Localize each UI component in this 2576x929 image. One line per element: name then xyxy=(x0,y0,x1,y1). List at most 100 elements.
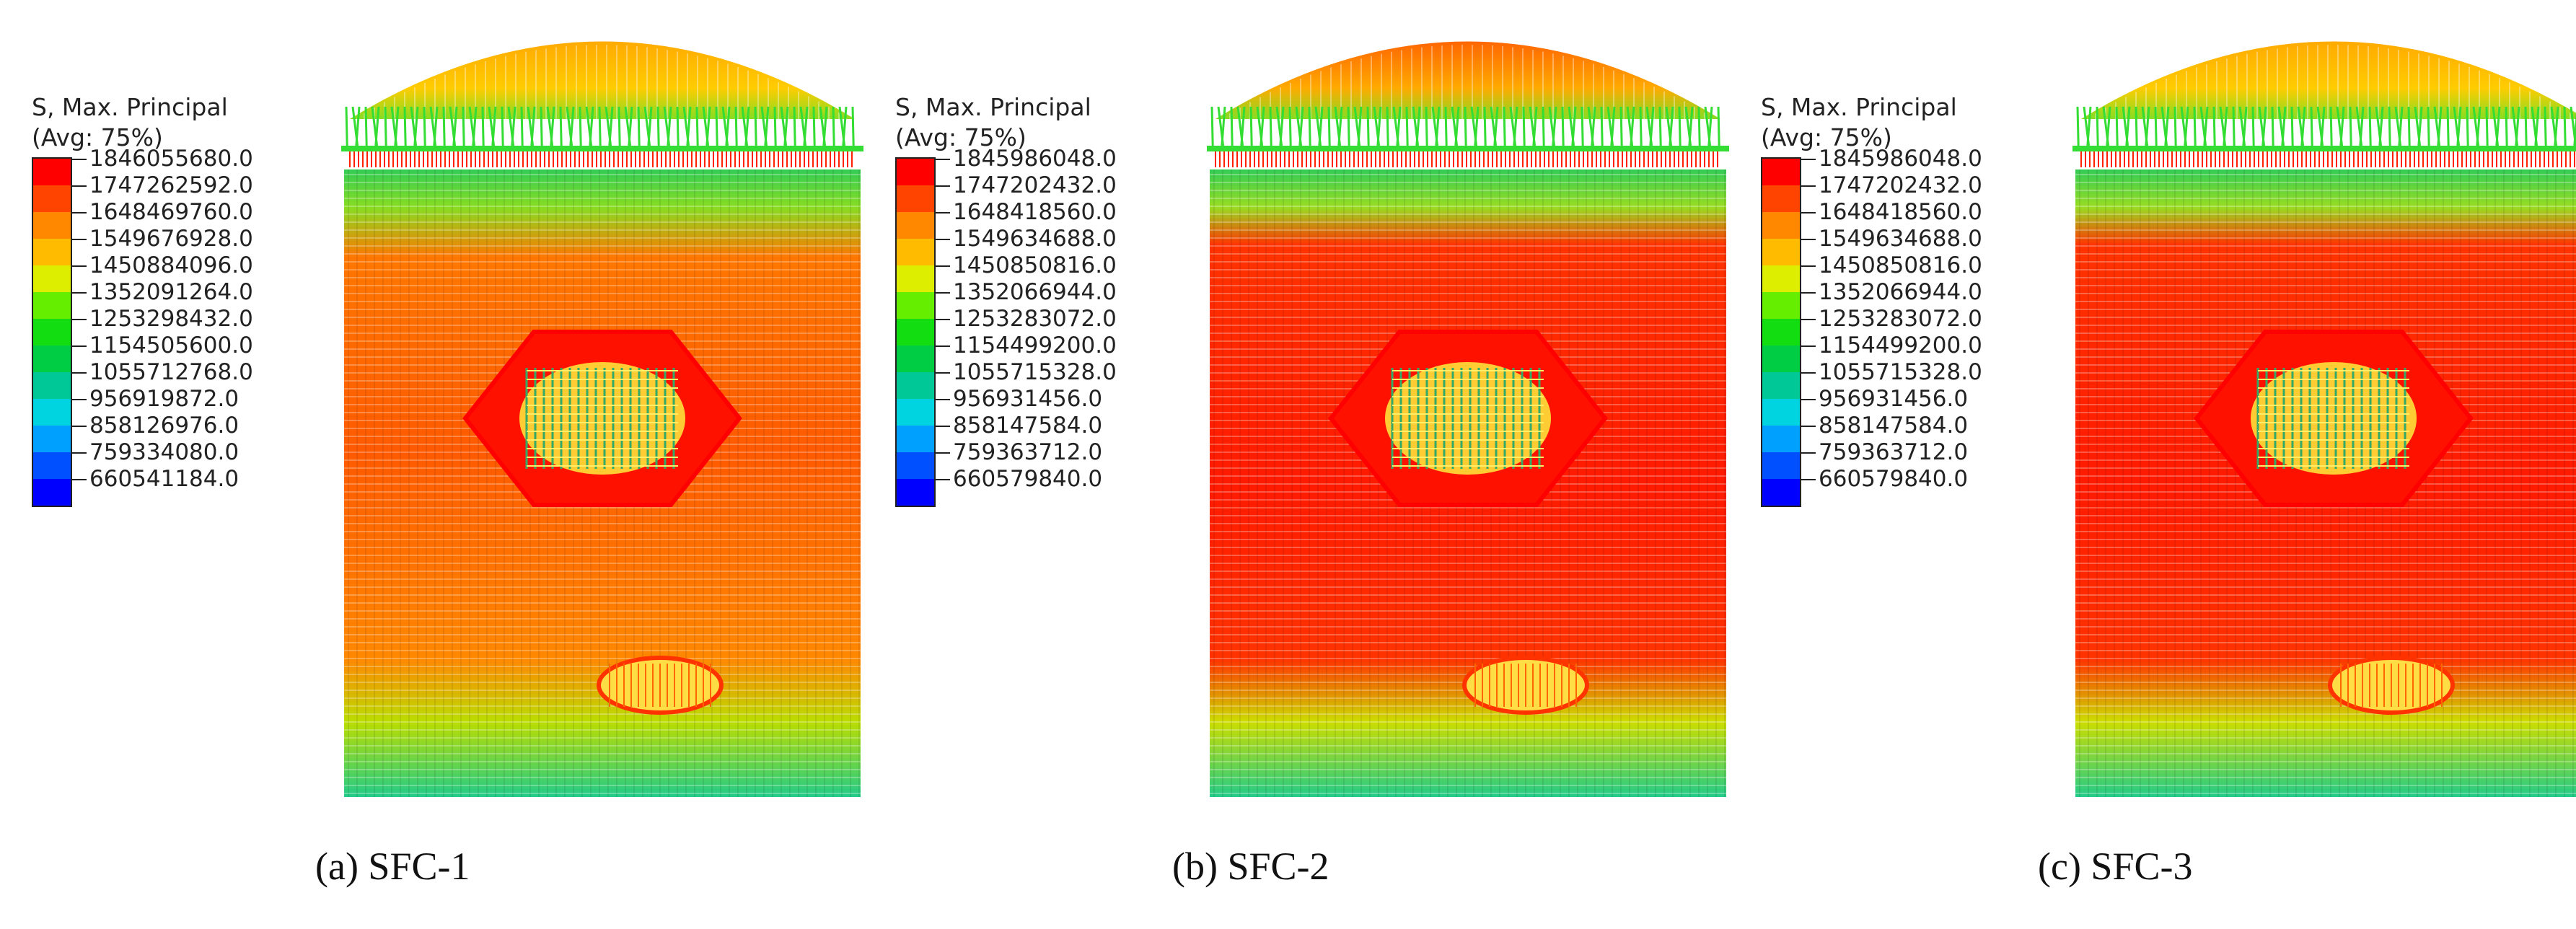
legend-tick-label: 858147584.0 xyxy=(1819,413,1969,439)
legend-tick xyxy=(1800,345,1816,347)
legend-tick-label: 1549676928.0 xyxy=(89,226,253,252)
legend-swatch xyxy=(1762,372,1800,399)
legend-tick xyxy=(71,426,87,427)
legend-tick-label: 1648469760.0 xyxy=(89,199,253,225)
legend-swatch xyxy=(1762,345,1800,372)
legend-tick xyxy=(934,185,950,187)
legend-title: S, Max. Principal (Avg: 75%) xyxy=(1761,93,1957,151)
legend-tick xyxy=(1800,426,1816,427)
legend-swatch xyxy=(897,345,934,372)
legend-color-bar xyxy=(1761,157,1801,507)
legend-scale: 1845986048.0 1747202432.0 1648418560.0 1549… xyxy=(895,146,1117,507)
legend-tick-label: 1253283072.0 xyxy=(953,306,1117,332)
hoop-rebar xyxy=(344,174,861,794)
legend-tick xyxy=(71,292,87,294)
lower-opening-grid xyxy=(1474,664,1577,707)
legend-swatch xyxy=(897,319,934,345)
opening-grid xyxy=(525,368,678,469)
legend-swatch xyxy=(1762,239,1800,265)
legend-title: S, Max. Principal (Avg: 75%) xyxy=(895,93,1091,151)
legend-tick-label: 1352066944.0 xyxy=(953,279,1117,305)
legend-title: S, Max. Principal (Avg: 75%) xyxy=(32,93,228,151)
legend-swatch xyxy=(33,185,71,212)
legend-swatch xyxy=(33,292,71,319)
legend-swatch xyxy=(33,479,71,506)
dome-cap xyxy=(350,41,855,119)
legend-tick-label: 1747262592.0 xyxy=(89,172,253,198)
legend-swatch xyxy=(1762,319,1800,345)
legend-tick-label: 1648418560.0 xyxy=(1819,199,1982,225)
panel-sfc-1: S, Max. Principal (Avg: 75%) 1846055680.… xyxy=(0,0,863,929)
legend-tick-label: 858147584.0 xyxy=(953,413,1103,439)
stress-contour-model xyxy=(2067,14,2576,801)
legend-tick xyxy=(71,452,87,454)
legend-tick xyxy=(71,345,87,347)
legend-swatch xyxy=(33,319,71,345)
legend-swatch xyxy=(897,212,934,239)
contour-legend: S, Max. Principal (Avg: 75%) 1845986048.… xyxy=(1761,92,1982,507)
opening-grid xyxy=(2256,368,2409,469)
legend-swatch xyxy=(33,265,71,292)
legend-tick-label: 660541184.0 xyxy=(89,466,239,492)
legend-swatch xyxy=(33,212,71,239)
legend-tick-label: 956931456.0 xyxy=(953,386,1103,412)
panel-caption: (b) SFC-2 xyxy=(1172,845,1329,888)
legend-tick xyxy=(71,239,87,240)
legend-swatch xyxy=(1762,212,1800,239)
legend-scale: 1845986048.0 1747202432.0 1648418560.0 1549… xyxy=(1761,146,1982,507)
legend-tick xyxy=(1800,159,1816,160)
panel-sfc-3: S, Max. Principal (Avg: 75%) 1845986048.… xyxy=(1728,0,2576,929)
legend-tick xyxy=(71,265,87,267)
legend-tick-label: 1352066944.0 xyxy=(1819,279,1982,305)
legend-tick-label: 1846055680.0 xyxy=(89,146,253,172)
legend-tick-label: 759363712.0 xyxy=(1819,439,1969,465)
legend-tick-label: 660579840.0 xyxy=(1819,466,1969,492)
legend-tick xyxy=(1800,452,1816,454)
legend-tick xyxy=(1800,479,1816,480)
legend-swatch xyxy=(1762,292,1800,319)
legend-tick-label: 1055712768.0 xyxy=(89,359,253,385)
legend-color-bar xyxy=(32,157,72,507)
legend-tick xyxy=(1800,239,1816,240)
legend-swatch xyxy=(33,452,71,479)
contour-legend: S, Max. Principal (Avg: 75%) 1845986048.… xyxy=(895,92,1117,507)
legend-tick xyxy=(71,479,87,480)
legend-tick-label: 1450850816.0 xyxy=(953,252,1117,278)
legend-tick-label: 1154499200.0 xyxy=(953,333,1117,358)
legend-tick xyxy=(1800,265,1816,267)
top-band xyxy=(349,151,853,167)
legend-tick-label: 1747202432.0 xyxy=(1819,172,1982,198)
legend-tick xyxy=(934,452,950,454)
legend-tick xyxy=(1800,185,1816,187)
dome-cap xyxy=(1216,41,1720,119)
legend-swatch xyxy=(897,159,934,185)
lower-opening-grid xyxy=(2340,664,2443,707)
legend-tick-label: 1154505600.0 xyxy=(89,333,253,358)
legend-tick xyxy=(1800,319,1816,320)
legend-swatch xyxy=(1762,265,1800,292)
legend-tick xyxy=(934,399,950,400)
legend-tick xyxy=(934,319,950,320)
legend-tick xyxy=(934,159,950,160)
legend-tick-label: 1253283072.0 xyxy=(1819,306,1982,332)
legend-tick-label: 660579840.0 xyxy=(953,466,1103,492)
legend-tick xyxy=(934,345,950,347)
legend-tick-label: 1648418560.0 xyxy=(953,199,1117,225)
legend-tick-label: 1055715328.0 xyxy=(1819,359,1982,385)
legend-swatch xyxy=(897,185,934,212)
top-band xyxy=(2080,151,2575,167)
legend-tick-label: 759334080.0 xyxy=(89,439,239,465)
legend-swatch xyxy=(1762,479,1800,506)
legend-tick xyxy=(71,212,87,213)
legend-tick xyxy=(934,372,950,374)
legend-tick xyxy=(934,265,950,267)
ring-beam xyxy=(1207,106,1729,151)
stress-contour-model xyxy=(335,14,869,801)
legend-tick xyxy=(1800,212,1816,213)
legend-tick-label: 1352091264.0 xyxy=(89,279,253,305)
legend-swatch xyxy=(1762,426,1800,452)
legend-color-bar xyxy=(895,157,936,507)
legend-tick xyxy=(71,399,87,400)
legend-tick xyxy=(1800,399,1816,400)
ring-beam xyxy=(341,106,863,151)
